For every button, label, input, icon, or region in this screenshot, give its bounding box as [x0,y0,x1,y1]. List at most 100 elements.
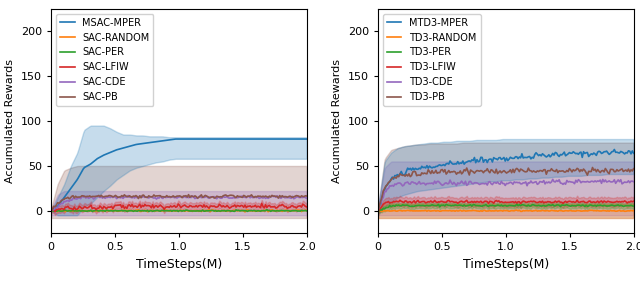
TD3-PB [442,172,450,176]
SAC-PB [95,194,102,197]
TD3-CDE [374,207,382,211]
TD3-PER [390,204,397,207]
SAC-PB [47,209,55,212]
Line: TD3-CDE: TD3-CDE [378,179,634,209]
TD3-PER [385,206,392,209]
TD3-PB [374,209,382,213]
MSAC-MPER [95,156,102,160]
TD3-LFIW [374,210,382,213]
TD3-PER [609,204,617,207]
Legend: MSAC-MPER, SAC-RANDOM, SAC-PER, SAC-LFIW, SAC-CDE, SAC-PB: MSAC-MPER, SAC-RANDOM, SAC-PER, SAC-LFIW… [56,14,154,106]
SAC-PB [303,194,310,198]
Line: SAC-LFIW: SAC-LFIW [51,203,307,212]
SAC-PB [115,195,123,199]
SAC-CDE [58,202,65,205]
SAC-PB [63,196,70,200]
TD3-PER [630,204,637,208]
MTD3-MPER [630,152,637,155]
TD3-PER [618,204,626,208]
TD3-RANDOM [386,209,394,213]
TD3-CDE [390,184,397,188]
TD3-RANDOM [374,208,382,212]
SAC-RANDOM [303,208,310,212]
SAC-LFIW [47,207,55,211]
X-axis label: TimeSteps(M): TimeSteps(M) [136,258,222,271]
Y-axis label: Accumulated Rewards: Accumulated Rewards [332,59,342,183]
SAC-PB [291,194,299,198]
SAC-LFIW [284,207,291,210]
SAC-LFIW [258,202,266,205]
MSAC-MPER [303,137,310,141]
TD3-PB [630,167,637,170]
Y-axis label: Accumulated Rewards: Accumulated Rewards [6,59,15,183]
TD3-CDE [385,187,392,190]
TD3-LFIW [609,201,617,204]
TD3-PB [390,176,397,179]
SAC-RANDOM [95,209,102,213]
Line: TD3-LFIW: TD3-LFIW [378,200,634,211]
TD3-CDE [609,180,617,183]
SAC-CDE [124,194,132,197]
SAC-PER [58,209,65,213]
TD3-RANDOM [378,210,386,213]
MTD3-MPER [618,150,626,154]
TD3-CDE [422,183,429,187]
SAC-PER [303,209,310,213]
SAC-LFIW [64,205,72,208]
MTD3-MPER [385,181,392,185]
SAC-CDE [63,199,70,203]
TD3-PB [609,168,617,171]
SAC-RANDOM [58,209,65,213]
SAC-LFIW [292,206,300,210]
SAC-CDE [303,196,310,200]
Line: SAC-RANDOM: SAC-RANDOM [51,210,307,212]
TD3-RANDOM [444,209,451,213]
SAC-PER [284,209,291,212]
SAC-LFIW [51,210,59,213]
TD3-LFIW [618,200,626,203]
SAC-LFIW [116,203,124,207]
Line: TD3-PB: TD3-PB [378,167,634,211]
MSAC-MPER [58,199,65,203]
MTD3-MPER [442,162,450,166]
SAC-LFIW [59,207,67,210]
Line: TD3-RANDOM: TD3-RANDOM [378,210,634,211]
TD3-PER [513,202,520,206]
TD3-PER [374,209,382,212]
X-axis label: TimeSteps(M): TimeSteps(M) [463,258,549,271]
SAC-RANDOM [292,209,300,212]
MTD3-MPER [422,166,429,170]
TD3-CDE [618,182,626,186]
TD3-PB [589,166,596,169]
SAC-PER [292,209,300,212]
TD3-RANDOM [611,209,618,213]
MSAC-MPER [172,137,180,141]
SAC-PER [115,209,123,213]
SAC-RANDOM [284,209,291,213]
SAC-PB [282,195,290,199]
SAC-LFIW [96,204,104,208]
TD3-PB [422,172,429,175]
SAC-CDE [47,209,55,213]
SAC-RANDOM [63,209,70,213]
TD3-LFIW [385,200,392,203]
TD3-LFIW [390,200,397,203]
TD3-LFIW [442,200,450,204]
SAC-CDE [291,196,299,200]
TD3-PER [422,204,429,208]
Line: MTD3-MPER: MTD3-MPER [378,150,634,209]
SAC-RANDOM [115,209,123,213]
SAC-LFIW [303,205,310,209]
MTD3-MPER [608,150,616,154]
TD3-RANDOM [513,208,520,212]
SAC-PER [145,210,152,213]
Line: SAC-PER: SAC-PER [51,210,307,211]
TD3-RANDOM [620,209,627,213]
SAC-PB [185,193,193,196]
MTD3-MPER [390,177,397,181]
MTD3-MPER [611,148,618,151]
MSAC-MPER [115,147,123,151]
TD3-CDE [442,181,450,184]
SAC-PER [63,209,70,213]
MSAC-MPER [291,137,299,141]
